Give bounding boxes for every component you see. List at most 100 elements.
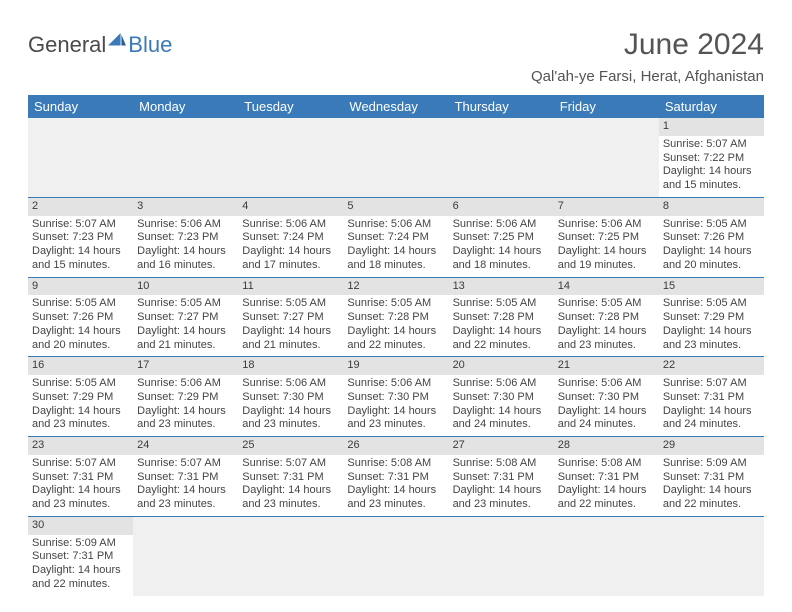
day-detail: Sunrise: 5:06 AMSunset: 7:30 PMDaylight:… [554, 375, 659, 436]
calendar-cell: 15Sunrise: 5:05 AMSunset: 7:29 PMDayligh… [659, 277, 764, 357]
day-sunset: Sunset: 7:31 PM [242, 471, 339, 485]
day-day2: and 23 minutes. [32, 498, 129, 512]
day-detail: Sunrise: 5:07 AMSunset: 7:23 PMDaylight:… [28, 216, 133, 277]
day-day1: Daylight: 14 hours [453, 484, 550, 498]
day-sunrise: Sunrise: 5:06 AM [558, 218, 655, 232]
day-sunset: Sunset: 7:30 PM [242, 391, 339, 405]
day-day2: and 23 minutes. [137, 418, 234, 432]
day-detail: Sunrise: 5:09 AMSunset: 7:31 PMDaylight:… [28, 535, 133, 596]
month-title: June 2024 [531, 28, 764, 62]
day-number: 9 [28, 278, 133, 296]
day-day1: Daylight: 14 hours [453, 325, 550, 339]
page-header: General Blue June 2024 Qal'ah-ye Farsi, … [28, 28, 764, 91]
day-sunset: Sunset: 7:25 PM [558, 231, 655, 245]
day-sunrise: Sunrise: 5:05 AM [558, 297, 655, 311]
day-day2: and 22 minutes. [663, 498, 760, 512]
day-number: 15 [659, 278, 764, 296]
day-day2: and 22 minutes. [558, 498, 655, 512]
day-detail: Sunrise: 5:06 AMSunset: 7:30 PMDaylight:… [238, 375, 343, 436]
day-sunset: Sunset: 7:30 PM [347, 391, 444, 405]
day-day1: Daylight: 14 hours [558, 245, 655, 259]
calendar-body: 1Sunrise: 5:07 AMSunset: 7:22 PMDaylight… [28, 118, 764, 596]
day-day1: Daylight: 14 hours [558, 325, 655, 339]
day-day1: Daylight: 14 hours [137, 245, 234, 259]
day-sunrise: Sunrise: 5:05 AM [663, 218, 760, 232]
calendar-cell: 18Sunrise: 5:06 AMSunset: 7:30 PMDayligh… [238, 357, 343, 437]
day-detail: Sunrise: 5:05 AMSunset: 7:27 PMDaylight:… [133, 295, 238, 356]
day-detail: Sunrise: 5:08 AMSunset: 7:31 PMDaylight:… [343, 455, 448, 516]
day-day2: and 21 minutes. [242, 339, 339, 353]
day-detail: Sunrise: 5:06 AMSunset: 7:29 PMDaylight:… [133, 375, 238, 436]
day-sunrise: Sunrise: 5:05 AM [32, 297, 129, 311]
day-number: 26 [343, 437, 448, 455]
day-number: 23 [28, 437, 133, 455]
sail-icon [108, 33, 126, 49]
calendar-cell: 17Sunrise: 5:06 AMSunset: 7:29 PMDayligh… [133, 357, 238, 437]
calendar-cell: 10Sunrise: 5:05 AMSunset: 7:27 PMDayligh… [133, 277, 238, 357]
day-number: 27 [449, 437, 554, 455]
calendar-row: 23Sunrise: 5:07 AMSunset: 7:31 PMDayligh… [28, 437, 764, 517]
day-sunset: Sunset: 7:31 PM [663, 391, 760, 405]
day-sunset: Sunset: 7:26 PM [663, 231, 760, 245]
calendar-header-row: Sunday Monday Tuesday Wednesday Thursday… [28, 95, 764, 118]
calendar-cell: 11Sunrise: 5:05 AMSunset: 7:27 PMDayligh… [238, 277, 343, 357]
calendar-cell: 4Sunrise: 5:06 AMSunset: 7:24 PMDaylight… [238, 197, 343, 277]
day-number: 19 [343, 357, 448, 375]
day-detail: Sunrise: 5:05 AMSunset: 7:26 PMDaylight:… [659, 216, 764, 277]
day-day1: Daylight: 14 hours [137, 405, 234, 419]
day-sunrise: Sunrise: 5:05 AM [32, 377, 129, 391]
day-sunrise: Sunrise: 5:08 AM [347, 457, 444, 471]
day-number: 4 [238, 198, 343, 216]
day-detail: Sunrise: 5:08 AMSunset: 7:31 PMDaylight:… [554, 455, 659, 516]
day-sunset: Sunset: 7:28 PM [347, 311, 444, 325]
day-day1: Daylight: 14 hours [137, 325, 234, 339]
day-day2: and 23 minutes. [242, 418, 339, 432]
day-detail: Sunrise: 5:07 AMSunset: 7:22 PMDaylight:… [659, 136, 764, 197]
day-sunset: Sunset: 7:31 PM [137, 471, 234, 485]
day-sunrise: Sunrise: 5:07 AM [32, 457, 129, 471]
calendar-cell: 2Sunrise: 5:07 AMSunset: 7:23 PMDaylight… [28, 197, 133, 277]
calendar-cell [659, 516, 764, 595]
day-detail: Sunrise: 5:06 AMSunset: 7:24 PMDaylight:… [238, 216, 343, 277]
day-number: 25 [238, 437, 343, 455]
calendar-row: 1Sunrise: 5:07 AMSunset: 7:22 PMDaylight… [28, 118, 764, 197]
day-sunset: Sunset: 7:28 PM [453, 311, 550, 325]
day-number: 5 [343, 198, 448, 216]
calendar-cell [133, 516, 238, 595]
calendar-row: 2Sunrise: 5:07 AMSunset: 7:23 PMDaylight… [28, 197, 764, 277]
day-detail: Sunrise: 5:07 AMSunset: 7:31 PMDaylight:… [238, 455, 343, 516]
day-day2: and 22 minutes. [347, 339, 444, 353]
day-day1: Daylight: 14 hours [347, 405, 444, 419]
col-saturday: Saturday [659, 95, 764, 118]
day-sunset: Sunset: 7:31 PM [32, 550, 129, 564]
day-number: 7 [554, 198, 659, 216]
day-detail: Sunrise: 5:07 AMSunset: 7:31 PMDaylight:… [659, 375, 764, 436]
day-number: 20 [449, 357, 554, 375]
day-sunrise: Sunrise: 5:05 AM [137, 297, 234, 311]
day-day2: and 15 minutes. [663, 179, 760, 193]
col-monday: Monday [133, 95, 238, 118]
calendar-cell: 14Sunrise: 5:05 AMSunset: 7:28 PMDayligh… [554, 277, 659, 357]
day-number: 1 [659, 118, 764, 136]
day-detail: Sunrise: 5:05 AMSunset: 7:28 PMDaylight:… [343, 295, 448, 356]
day-sunset: Sunset: 7:31 PM [32, 471, 129, 485]
day-sunrise: Sunrise: 5:07 AM [663, 377, 760, 391]
calendar-cell: 8Sunrise: 5:05 AMSunset: 7:26 PMDaylight… [659, 197, 764, 277]
day-detail: Sunrise: 5:07 AMSunset: 7:31 PMDaylight:… [28, 455, 133, 516]
day-detail: Sunrise: 5:05 AMSunset: 7:26 PMDaylight:… [28, 295, 133, 356]
day-sunrise: Sunrise: 5:05 AM [453, 297, 550, 311]
calendar-cell: 21Sunrise: 5:06 AMSunset: 7:30 PMDayligh… [554, 357, 659, 437]
day-day2: and 23 minutes. [347, 498, 444, 512]
day-day1: Daylight: 14 hours [453, 405, 550, 419]
day-day2: and 19 minutes. [558, 259, 655, 273]
calendar-table: Sunday Monday Tuesday Wednesday Thursday… [28, 95, 764, 596]
day-detail: Sunrise: 5:05 AMSunset: 7:28 PMDaylight:… [554, 295, 659, 356]
day-number: 14 [554, 278, 659, 296]
day-sunset: Sunset: 7:24 PM [347, 231, 444, 245]
day-day1: Daylight: 14 hours [558, 484, 655, 498]
location-text: Qal'ah-ye Farsi, Herat, Afghanistan [531, 68, 764, 85]
calendar-cell [238, 516, 343, 595]
day-sunrise: Sunrise: 5:06 AM [137, 377, 234, 391]
day-detail: Sunrise: 5:05 AMSunset: 7:27 PMDaylight:… [238, 295, 343, 356]
calendar-cell [554, 516, 659, 595]
